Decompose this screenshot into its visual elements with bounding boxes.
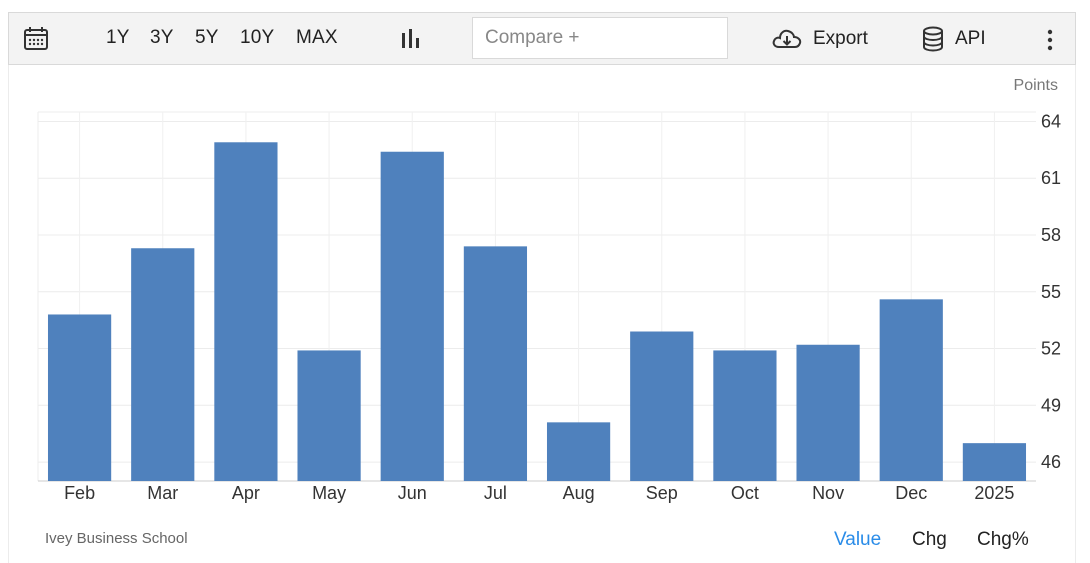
- bar-dec[interactable]: [879, 299, 943, 481]
- y-tick-label: 55: [1041, 282, 1061, 302]
- bar-may[interactable]: [297, 350, 361, 481]
- tab-chg-percent[interactable]: Chg%: [977, 529, 1029, 550]
- y-axis-labels: 46 49 52 55 58 61 64: [1041, 111, 1061, 472]
- x-tick-label: Dec: [895, 483, 927, 503]
- x-tick-label: Nov: [812, 483, 844, 503]
- export-label: Export: [813, 28, 868, 49]
- bar-aug[interactable]: [546, 422, 611, 481]
- y-tick-label: 49: [1041, 395, 1061, 415]
- y-tick-label: 52: [1041, 339, 1061, 359]
- x-tick-label: Oct: [731, 483, 759, 503]
- x-tick-label: Jul: [484, 483, 507, 503]
- bar-oct[interactable]: [713, 350, 777, 481]
- tab-chg[interactable]: Chg: [912, 529, 947, 550]
- x-tick-label: Mar: [147, 483, 178, 503]
- x-tick-label: Aug: [563, 483, 595, 503]
- bar-nov[interactable]: [796, 344, 860, 481]
- calendar-icon[interactable]: [23, 26, 49, 52]
- export-button[interactable]: Export: [771, 25, 868, 53]
- range-max-button[interactable]: MAX: [296, 27, 338, 48]
- y-tick-label: 58: [1041, 225, 1061, 245]
- chart-toolbar: 1Y 3Y 5Y 10Y MAX Compare + Export API: [8, 12, 1076, 65]
- range-1y-button[interactable]: 1Y: [106, 27, 130, 48]
- range-3y-button[interactable]: 3Y: [150, 27, 174, 48]
- database-icon: [923, 26, 943, 52]
- more-options-icon[interactable]: [1040, 27, 1060, 53]
- bar-feb[interactable]: [47, 314, 112, 481]
- api-button[interactable]: API: [921, 25, 986, 53]
- bars: [47, 142, 1027, 481]
- bar-mar[interactable]: [131, 248, 195, 481]
- cloud-download-icon: [772, 29, 802, 48]
- bar-chart-icon[interactable]: [399, 27, 423, 51]
- unit-label: Points: [1013, 77, 1058, 94]
- x-axis-labels: Feb Mar Apr May Jun Jul Aug Sep Oct Nov Dec 2025: [64, 483, 1014, 503]
- x-tick-label: Sep: [646, 483, 678, 503]
- api-label: API: [955, 28, 986, 49]
- chart-frame: [8, 65, 1076, 563]
- tab-value[interactable]: Value: [834, 529, 882, 550]
- x-tick-label: May: [312, 483, 346, 503]
- x-tick-label: Feb: [64, 483, 95, 503]
- x-tick-label: 2025: [974, 483, 1014, 503]
- bar-2025[interactable]: [962, 443, 1027, 481]
- compare-input[interactable]: Compare +: [472, 17, 728, 59]
- bar-jul[interactable]: [463, 246, 528, 481]
- range-5y-button[interactable]: 5Y: [195, 27, 219, 48]
- source-label: Ivey Business School: [45, 530, 188, 547]
- y-tick-label: 64: [1041, 111, 1061, 131]
- y-tick-label: 61: [1041, 168, 1061, 188]
- range-10y-button[interactable]: 10Y: [240, 27, 275, 48]
- x-tick-label: Jun: [398, 483, 427, 503]
- bar-sep[interactable]: [630, 331, 694, 481]
- bar-apr[interactable]: [214, 142, 278, 481]
- x-tick-label: Apr: [232, 483, 260, 503]
- y-tick-label: 46: [1041, 452, 1061, 472]
- bar-jun[interactable]: [380, 151, 444, 481]
